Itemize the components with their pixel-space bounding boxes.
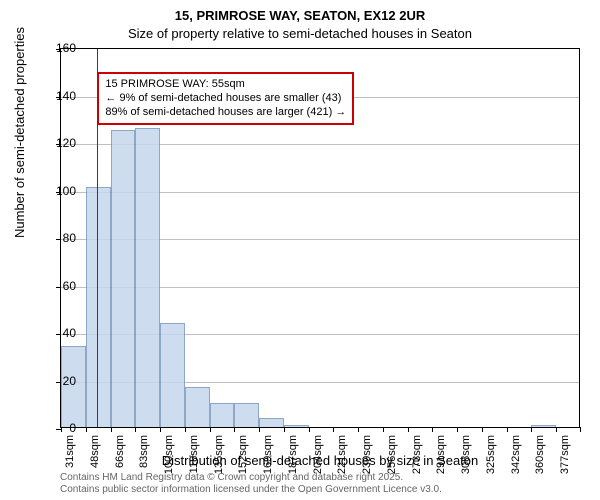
x-tick-mark <box>358 427 359 432</box>
x-tick-mark <box>111 427 112 432</box>
histogram-bar <box>86 187 111 427</box>
y-tick-mark <box>56 334 61 335</box>
chart-title-subtitle: Size of property relative to semi-detach… <box>0 26 600 41</box>
x-tick-mark <box>531 427 532 432</box>
x-tick-mark <box>580 427 581 432</box>
x-tick-mark <box>383 427 384 432</box>
y-tick-label: 160 <box>56 41 76 55</box>
x-tick-mark <box>432 427 433 432</box>
x-tick-mark <box>160 427 161 432</box>
y-tick-mark <box>56 287 61 288</box>
y-tick-label: 20 <box>63 374 76 388</box>
x-tick-label: 66sqm <box>114 435 126 479</box>
histogram-bar <box>111 130 136 427</box>
y-tick-label: 100 <box>56 184 76 198</box>
x-tick-label: 83sqm <box>138 435 150 479</box>
histogram-bar <box>160 323 185 428</box>
histogram-chart: 15, PRIMROSE WAY, SEATON, EX12 2UR Size … <box>0 0 600 500</box>
x-tick-label: 291sqm <box>435 435 447 479</box>
x-tick-label: 152sqm <box>237 435 249 479</box>
x-tick-mark <box>185 427 186 432</box>
x-tick-mark <box>408 427 409 432</box>
y-tick-label: 80 <box>63 231 76 245</box>
x-tick-label: 273sqm <box>411 435 423 479</box>
footer-line2: Contains public sector information licen… <box>60 484 442 496</box>
x-tick-label: 325sqm <box>485 435 497 479</box>
histogram-bar <box>234 403 259 427</box>
x-tick-mark <box>507 427 508 432</box>
histogram-bar <box>531 425 556 427</box>
x-tick-label: 48sqm <box>89 435 101 479</box>
x-tick-mark <box>86 427 87 432</box>
x-tick-mark <box>457 427 458 432</box>
y-axis-label: Number of semi-detached properties <box>12 27 27 238</box>
x-tick-mark <box>135 427 136 432</box>
x-tick-label: 169sqm <box>262 435 274 479</box>
annotation-line1: 15 PRIMROSE WAY: 55sqm <box>105 77 346 91</box>
annotation-box: 15 PRIMROSE WAY: 55sqm← 9% of semi-detac… <box>97 72 354 125</box>
x-tick-label: 187sqm <box>287 435 299 479</box>
x-tick-label: 135sqm <box>213 435 225 479</box>
x-tick-mark <box>309 427 310 432</box>
x-tick-label: 118sqm <box>188 435 200 479</box>
x-tick-label: 31sqm <box>64 435 76 479</box>
plot-area: 15 PRIMROSE WAY: 55sqm← 9% of semi-detac… <box>60 48 580 428</box>
y-tick-mark <box>56 239 61 240</box>
x-tick-label: 239sqm <box>361 435 373 479</box>
x-tick-mark <box>333 427 334 432</box>
annotation-line2: ← 9% of semi-detached houses are smaller… <box>105 91 346 105</box>
x-tick-label: 221sqm <box>336 435 348 479</box>
annotation-line3: 89% of semi-detached houses are larger (… <box>105 105 346 119</box>
x-tick-mark <box>61 427 62 432</box>
x-tick-label: 377sqm <box>559 435 571 479</box>
x-tick-mark <box>234 427 235 432</box>
histogram-bar <box>135 128 160 427</box>
x-tick-label: 308sqm <box>460 435 472 479</box>
histogram-bar <box>259 418 284 428</box>
x-tick-label: 100sqm <box>163 435 175 479</box>
x-tick-label: 360sqm <box>534 435 546 479</box>
y-tick-label: 0 <box>69 421 76 435</box>
y-tick-label: 120 <box>56 136 76 150</box>
y-tick-label: 140 <box>56 89 76 103</box>
histogram-bar <box>185 387 210 427</box>
y-tick-label: 60 <box>63 279 76 293</box>
x-tick-mark <box>259 427 260 432</box>
x-tick-mark <box>556 427 557 432</box>
x-tick-mark <box>482 427 483 432</box>
histogram-bar <box>284 425 309 427</box>
x-tick-mark <box>284 427 285 432</box>
histogram-bar <box>210 403 235 427</box>
x-tick-label: 204sqm <box>312 435 324 479</box>
y-tick-label: 40 <box>63 326 76 340</box>
chart-title-address: 15, PRIMROSE WAY, SEATON, EX12 2UR <box>0 8 600 23</box>
x-tick-label: 342sqm <box>510 435 522 479</box>
x-tick-label: 256sqm <box>386 435 398 479</box>
x-tick-mark <box>210 427 211 432</box>
